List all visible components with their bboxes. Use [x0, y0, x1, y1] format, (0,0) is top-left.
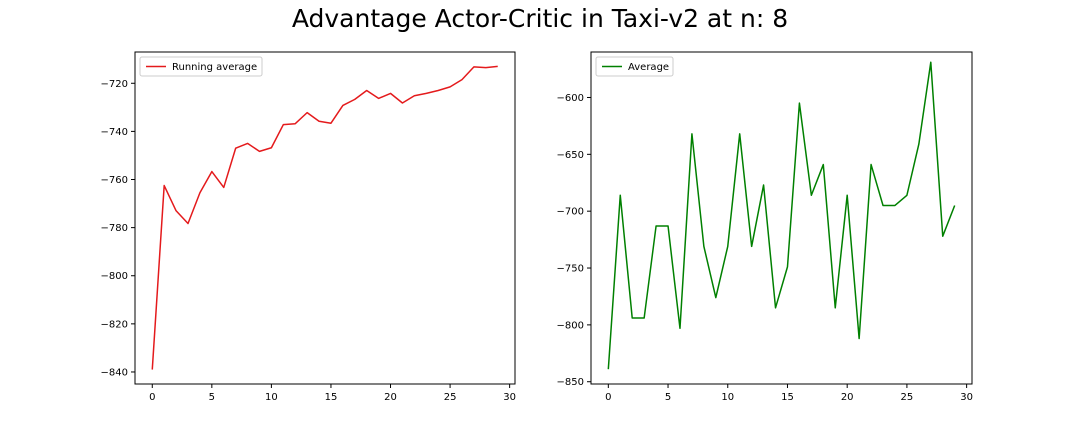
- axes-frame: [134, 51, 516, 385]
- legend-label: Running average: [172, 62, 257, 73]
- x-tick-label: 10: [265, 392, 278, 403]
- y-tick-label: −720: [101, 79, 128, 90]
- x-tick-label: 15: [781, 392, 794, 403]
- x-tick-label: 30: [503, 392, 516, 403]
- legend: Average: [595, 56, 674, 77]
- y-tick-label: −820: [101, 319, 128, 330]
- x-tick-label: 15: [325, 392, 338, 403]
- x-tick-label: 10: [721, 392, 734, 403]
- x-tick-label: 30: [960, 392, 973, 403]
- chart-panel-1: 0 5 10 15 20 25 30 −840 −820 −800 −780 −760 −740 −720…: [101, 51, 516, 403]
- y-tick-label: −850: [557, 377, 584, 388]
- x-tick-label: 5: [209, 392, 215, 403]
- legend-box: [595, 56, 674, 77]
- x-tick-label: 20: [841, 392, 854, 403]
- y-tick-label: −840: [101, 367, 128, 378]
- y-tick-label: −650: [557, 150, 584, 161]
- y-tick-label: −740: [101, 127, 128, 138]
- series-line: [607, 61, 956, 370]
- legend: Running average: [139, 56, 263, 77]
- x-tick-label: 5: [665, 392, 671, 403]
- y-tick-label: −800: [101, 271, 128, 282]
- figure-title: Advantage Actor-Critic in Taxi-v2 at n: …: [291, 4, 789, 33]
- y-tick-label: −700: [557, 207, 584, 218]
- x-tick-label: 0: [605, 392, 611, 403]
- axes-frame: [590, 51, 973, 385]
- legend-label: Average: [628, 62, 669, 73]
- x-tick-label: 25: [444, 392, 457, 403]
- y-tick-label: −750: [557, 264, 584, 275]
- y-tick-label: −600: [557, 93, 584, 104]
- x-tick-label: 20: [384, 392, 397, 403]
- y-tick-label: −800: [557, 320, 584, 331]
- y-tick-label: −760: [101, 175, 128, 186]
- x-tick-label: 0: [149, 392, 155, 403]
- chart-panel-2: 0 5 10 15 20 25 30 −850 −800 −750 −700 −650 −600 Aver…: [557, 51, 973, 403]
- y-tick-label: −780: [101, 223, 128, 234]
- x-tick-label: 25: [901, 392, 914, 403]
- legend-box: [139, 56, 263, 77]
- series-line: [151, 65, 498, 370]
